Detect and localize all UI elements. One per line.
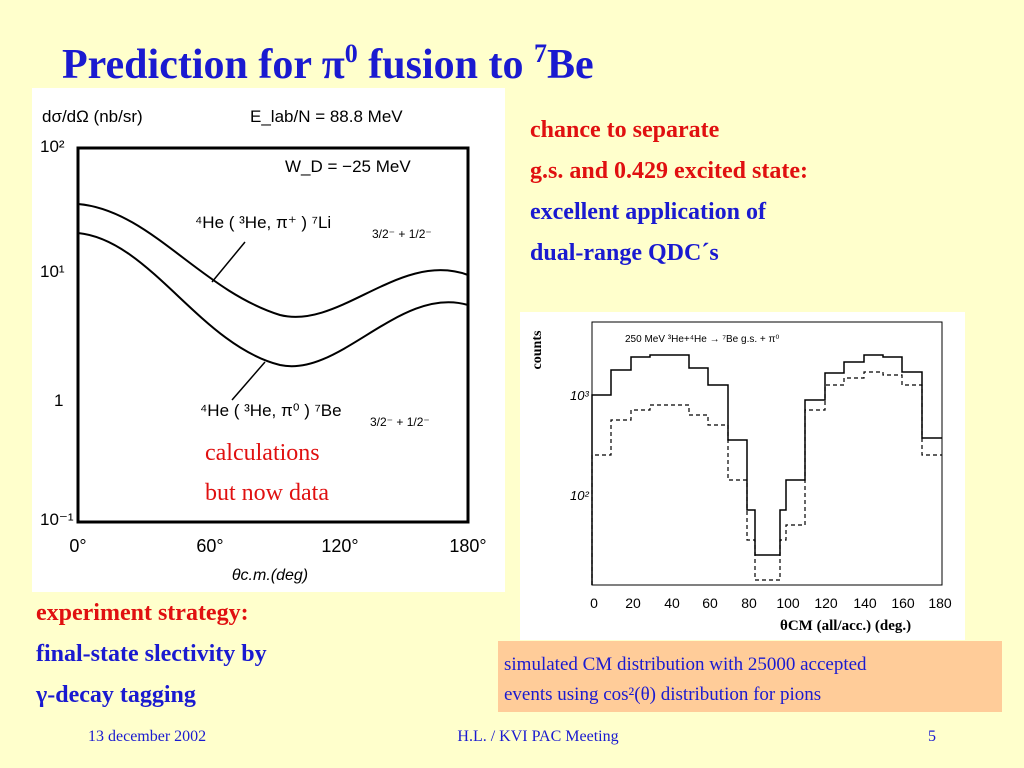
- y-tick-label: 10¹: [40, 262, 65, 281]
- x-label: θCM (all/acc.) (deg.): [780, 618, 911, 634]
- plot-bg: [32, 88, 505, 592]
- curve-label: ⁴He ( ³He, π⁰ ) ⁷Be: [200, 401, 342, 420]
- footer-date: 13 december 2002: [88, 728, 206, 745]
- y-tick-label: 10²: [40, 137, 65, 156]
- text-line: γ-decay tagging: [35, 682, 196, 708]
- curve: [77, 232, 469, 368]
- y-tick-label: 10²: [570, 488, 589, 503]
- x-tick-label: 160: [891, 595, 915, 611]
- curve: [77, 203, 469, 318]
- footer-meeting: H.L. / KVI PAC Meeting: [457, 728, 618, 745]
- wd-label: W_D = −25 MeV: [285, 157, 411, 176]
- y-tick-label: 1: [54, 391, 63, 410]
- arrow: [211, 241, 246, 283]
- text-line: experiment strategy:: [36, 600, 249, 626]
- title-text: fusion to: [358, 42, 534, 88]
- frame: [76, 146, 470, 524]
- x-label: θc.m.(deg): [232, 567, 308, 584]
- curve-label: ⁴He ( ³He, π⁺ ) ⁷Li: [195, 213, 331, 232]
- right-plot: counts 250 MeV ³He+⁴He → ⁷Be g.s. + π⁰ 1…: [520, 312, 965, 640]
- text-line: g.s. and 0.429 excited state:: [530, 158, 808, 184]
- text-line: chance to separate: [530, 117, 720, 143]
- note-line: events using cos²(θ) distribution for pi…: [504, 684, 821, 705]
- x-tick-label: 180: [928, 595, 952, 611]
- note-box: [498, 641, 1002, 712]
- note-line: simulated CM distribution with 25000 acc…: [504, 654, 867, 675]
- legend: 250 MeV ³He+⁴He → ⁷Be g.s. + π⁰: [625, 334, 779, 345]
- plot-bg: [520, 312, 965, 640]
- y-tick-label: 10⁻¹: [40, 510, 74, 529]
- x-tick-label: 120°: [321, 536, 358, 556]
- title-text: Prediction for π: [62, 42, 345, 88]
- overlay-text: calculations: [205, 440, 320, 466]
- x-tick-label: 100: [776, 595, 800, 611]
- footer-page: 5: [928, 728, 936, 745]
- curve-label-sub: 3/2⁻ + 1/2⁻: [370, 415, 430, 429]
- title-sup: 0: [345, 39, 358, 68]
- curve-label-sub: 3/2⁻ + 1/2⁻: [372, 227, 432, 241]
- x-tick-label: 80: [741, 595, 757, 611]
- x-tick-label: 0: [590, 595, 598, 611]
- title: Prediction for π0 fusion to 7Be: [62, 39, 594, 88]
- energy-label: E_lab/N = 88.8 MeV: [250, 107, 403, 126]
- title-text: Be: [547, 42, 594, 88]
- text-line: dual-range QDC´s: [530, 240, 719, 266]
- x-tick-label: 60: [702, 595, 718, 611]
- x-tick-label: 140: [853, 595, 877, 611]
- text-line: excellent application of: [530, 199, 767, 225]
- text-line: final-state slectivity by: [36, 641, 267, 667]
- x-tick-label: 60°: [196, 536, 223, 556]
- left-plot: dσ/dΩ (nb/sr) E_lab/N = 88.8 MeV W_D = −…: [32, 88, 505, 592]
- x-tick-label: 180°: [449, 536, 486, 556]
- y-label: dσ/dΩ (nb/sr): [42, 107, 143, 126]
- arrow: [231, 361, 266, 401]
- y-label: counts: [530, 330, 545, 369]
- histogram-dashed: [591, 371, 942, 585]
- title-sup: 7: [534, 39, 547, 68]
- x-tick-label: 40: [664, 595, 680, 611]
- y-tick-label: 10³: [570, 388, 589, 403]
- x-tick-label: 120: [814, 595, 838, 611]
- x-tick-label: 0°: [69, 536, 86, 556]
- x-tick-label: 20: [625, 595, 641, 611]
- overlay-text: but now data: [205, 480, 329, 506]
